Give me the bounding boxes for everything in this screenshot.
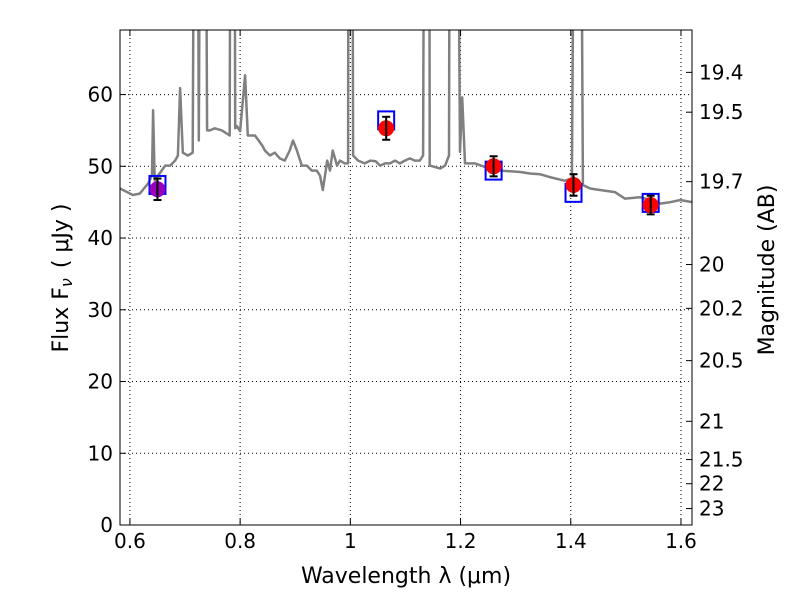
y2-tick-label: 22 bbox=[699, 472, 724, 496]
y2-tick-label: 20.2 bbox=[699, 296, 744, 320]
x-tick-label: 1.2 bbox=[445, 529, 477, 553]
y-tick-label: 10 bbox=[88, 441, 113, 465]
y2-tick-label: 19.4 bbox=[699, 60, 744, 84]
y-axis-label-sub: ν bbox=[57, 278, 76, 287]
y-axis-label-main: Flux F bbox=[49, 287, 74, 352]
y-tick-label: 0 bbox=[100, 513, 113, 537]
points-layer bbox=[148, 110, 660, 216]
y-tick-label: 50 bbox=[88, 154, 113, 178]
axes: 0.6 0.8 1 1.2 1.4 1.6 0 10 20 30 40 50 60 19.4 19.5 19.… bbox=[88, 30, 744, 553]
spectrum-line bbox=[120, 30, 692, 205]
x-tick-label: 0.8 bbox=[224, 529, 256, 553]
x-tick-label: 1.6 bbox=[665, 529, 697, 553]
y2-tick-label: 21 bbox=[699, 409, 724, 433]
y2-tick-label: 21.5 bbox=[699, 448, 744, 472]
spectrum-layer bbox=[120, 30, 692, 205]
x-tick-label: 0.6 bbox=[114, 529, 146, 553]
plot-frame bbox=[119, 29, 693, 526]
y-tick-label: 40 bbox=[88, 226, 113, 250]
y-axis-label-unit: ( μJy ) bbox=[49, 204, 74, 269]
y2-tick-label: 19.7 bbox=[699, 170, 744, 194]
y2-tick-label: 19.5 bbox=[699, 100, 744, 124]
y-axis-label: Flux Fν ( μJy ) bbox=[49, 204, 76, 353]
y-tick-label: 20 bbox=[88, 370, 113, 394]
y-tick-label: 60 bbox=[88, 83, 113, 107]
x-axis-label: Wavelength λ (μm) bbox=[301, 564, 511, 589]
y2-tick-label: 20 bbox=[699, 253, 724, 277]
y-tick-label: 30 bbox=[88, 298, 113, 322]
y2-tick-label: 20.5 bbox=[699, 349, 744, 373]
x-tick-label: 1.4 bbox=[555, 529, 587, 553]
y2-axis-label: Magnitude (AB) bbox=[755, 185, 780, 356]
y2-tick-label: 23 bbox=[699, 497, 724, 521]
x-tick-label: 1 bbox=[344, 529, 357, 553]
